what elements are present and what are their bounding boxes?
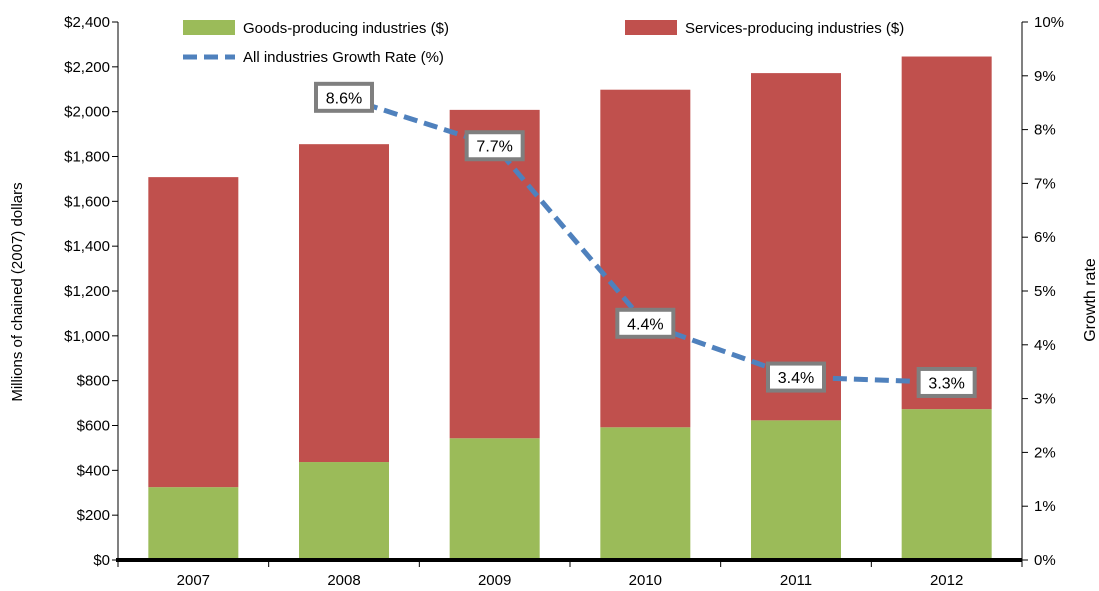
left-tick-label: $200 — [77, 507, 110, 524]
bar-goods — [148, 487, 239, 560]
y-axis-title: Millions of chained (2007) dollars — [9, 182, 26, 401]
growth-label: 7.7% — [476, 139, 512, 156]
left-tick-label: $2,200 — [64, 59, 110, 76]
bar-services — [449, 109, 540, 439]
x-tick-label: 2008 — [327, 572, 360, 589]
right-tick-label: 0% — [1034, 552, 1056, 569]
left-tick-label: $1,600 — [64, 193, 110, 210]
growth-label-box — [766, 361, 826, 393]
right-tick-label: 5% — [1034, 283, 1056, 300]
right-tick-label: 1% — [1034, 498, 1056, 515]
left-tick-label: $800 — [77, 373, 110, 390]
left-tick-label: $1,800 — [64, 149, 110, 166]
x-tick-label: 2009 — [478, 572, 511, 589]
legend-label-growth: All industries Growth Rate (%) — [243, 49, 444, 66]
growth-label: 8.6% — [326, 90, 362, 107]
right-tick-label: 3% — [1034, 391, 1056, 408]
growth-line: 8.6% 7.7% 4.4% 3.4% 3.3% — [314, 81, 977, 398]
growth-label: 3.4% — [778, 370, 814, 387]
left-axis: $0 $200 $400 $600 $800 $1,000 $1,200 $1,400 $1,6… — [64, 14, 119, 569]
right-tick-label: 6% — [1034, 229, 1056, 246]
x-tick-label: 2010 — [629, 572, 662, 589]
left-tick-label: $2,400 — [64, 14, 110, 31]
y2-axis-title: Growth rate — [1082, 258, 1099, 342]
legend-swatch-services — [625, 20, 677, 35]
right-tick-label: 9% — [1034, 68, 1056, 85]
right-tick-label: 7% — [1034, 175, 1056, 192]
x-axis: 2007 2008 2009 2010 2011 2012 — [116, 558, 1023, 589]
bar-services — [901, 56, 992, 410]
x-tick-label: 2012 — [930, 572, 963, 589]
bar-services — [600, 89, 691, 428]
bar-goods — [600, 427, 691, 560]
bar-goods — [299, 462, 389, 560]
right-axis: 0% 1% 2% 3% 4% 5% 6% 7% 8% 9% 10% — [1021, 14, 1064, 569]
right-tick-label: 2% — [1034, 444, 1056, 461]
bar-services — [148, 177, 239, 488]
growth-label-box — [916, 366, 977, 398]
right-tick-label: 8% — [1034, 122, 1056, 139]
x-tick-label: 2011 — [780, 572, 812, 589]
left-tick-label: $400 — [77, 462, 110, 479]
growth-label-box — [464, 130, 525, 162]
right-tick-label: 4% — [1034, 337, 1056, 354]
right-tick-label: 10% — [1034, 14, 1064, 31]
left-tick-label: $1,400 — [64, 238, 110, 255]
legend-label-services: Services-producing industries ($) — [685, 20, 904, 37]
growth-label: 3.3% — [928, 375, 964, 392]
left-tick-label: $1,200 — [64, 283, 110, 300]
left-tick-label: $0 — [93, 552, 110, 569]
bar-services — [299, 144, 389, 463]
left-tick-label: $2,000 — [64, 104, 110, 121]
bar-goods — [449, 438, 540, 560]
bar-goods — [901, 409, 992, 560]
legend: Goods-producing industries ($) Services-p… — [183, 20, 904, 66]
growth-label-box — [314, 81, 374, 113]
x-tick-label: 2007 — [177, 572, 210, 589]
bars — [148, 56, 992, 560]
left-tick-label: $600 — [77, 418, 110, 435]
legend-swatch-goods — [183, 20, 235, 35]
growth-label: 4.4% — [627, 316, 663, 333]
growth-label-box — [615, 307, 676, 339]
legend-label-goods: Goods-producing industries ($) — [243, 20, 449, 37]
left-tick-label: $1,000 — [64, 328, 110, 345]
bar-goods — [751, 420, 841, 560]
